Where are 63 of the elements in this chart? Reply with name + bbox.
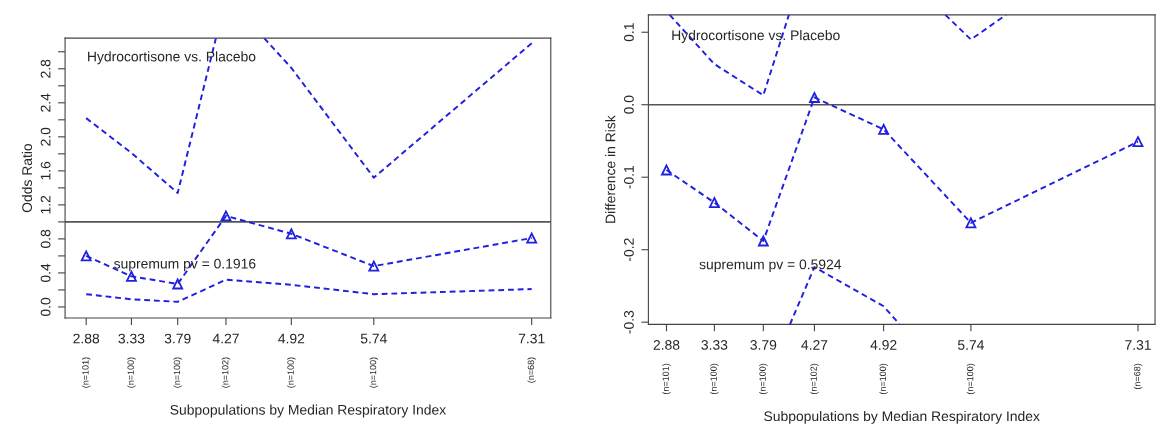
point <box>285 228 297 240</box>
x-axis-title: Subpopulations by Median Respiratory Index <box>764 410 1040 424</box>
text: (n=68) <box>527 357 536 383</box>
point <box>809 92 820 103</box>
point <box>80 250 92 262</box>
y-tick-label: -0.3 <box>624 310 634 334</box>
text: (n=68) <box>1133 363 1143 390</box>
y-tick-label: 2.0 <box>40 127 51 146</box>
text: (n=100) <box>173 357 182 388</box>
text: (n=102) <box>810 363 819 395</box>
text: (n=100) <box>710 363 719 395</box>
text: (n=101) <box>662 363 671 395</box>
x-tick-label: 2.88 <box>73 333 100 344</box>
text: (n=100) <box>127 357 136 388</box>
point <box>1132 136 1144 148</box>
point <box>757 235 769 247</box>
y-tick-label: -0.1 <box>624 165 634 189</box>
x-tick-label: 4.92 <box>278 333 305 344</box>
annotation: Hydrocortisone vs. Placebo <box>672 30 840 43</box>
y-tick-label: 0.8 <box>40 229 51 249</box>
text: (n=100) <box>759 363 768 395</box>
x-tick-label: 4.27 <box>801 340 828 350</box>
point <box>708 197 720 209</box>
y-tick-label: 0.0 <box>40 297 51 317</box>
line-series <box>85 278 533 303</box>
x-tick-label: 3.79 <box>750 340 777 350</box>
y-tick-label: -0.2 <box>624 238 634 262</box>
point <box>661 164 672 176</box>
y-tick-label: 0.1 <box>624 23 634 42</box>
annotation: supremum pv = 0.5924 <box>699 259 842 273</box>
point <box>172 278 184 290</box>
y-axis-title: Odds Ratio <box>21 143 33 213</box>
x-tick-label: 2.88 <box>653 340 680 350</box>
text: (n=100) <box>287 357 296 388</box>
y-tick-label: 2.8 <box>40 59 51 78</box>
x-tick-label: 7.31 <box>1125 340 1151 350</box>
point <box>526 232 538 244</box>
y-tick-label: 1.2 <box>40 195 51 214</box>
x-tick-label: 3.33 <box>118 333 145 344</box>
point <box>965 217 977 229</box>
text: (n=101) <box>81 357 91 388</box>
annotation: supremum pv = 0.1916 <box>114 258 256 272</box>
x-tick-label: 4.27 <box>212 333 239 344</box>
x-tick-label: 7.31 <box>518 333 545 344</box>
text: (n=102) <box>221 357 231 388</box>
y-axis-title: Difference in Risk <box>605 115 616 223</box>
point <box>878 123 890 135</box>
y-tick-label: 0.0 <box>624 95 634 114</box>
annotation: Hydrocortisone vs. Placebo <box>88 51 256 65</box>
y-tick-label: 0.4 <box>40 263 51 283</box>
text: (n=100) <box>966 363 976 395</box>
x-tick-label: 3.33 <box>701 340 728 350</box>
x-tick-label: 5.74 <box>360 333 387 344</box>
y-tick-label: 1.6 <box>40 161 51 180</box>
text: (n=100) <box>879 363 888 395</box>
point <box>368 260 380 272</box>
text: (n=100) <box>369 357 378 388</box>
x-tick-label: 3.79 <box>164 333 191 344</box>
x-tick-label: 5.74 <box>957 340 985 350</box>
point <box>220 210 232 222</box>
y-tick-label: 2.4 <box>40 93 51 112</box>
x-tick-label: 4.92 <box>870 340 897 350</box>
x-axis-title: Subpopulations by Median Respiratory Index <box>170 404 446 418</box>
